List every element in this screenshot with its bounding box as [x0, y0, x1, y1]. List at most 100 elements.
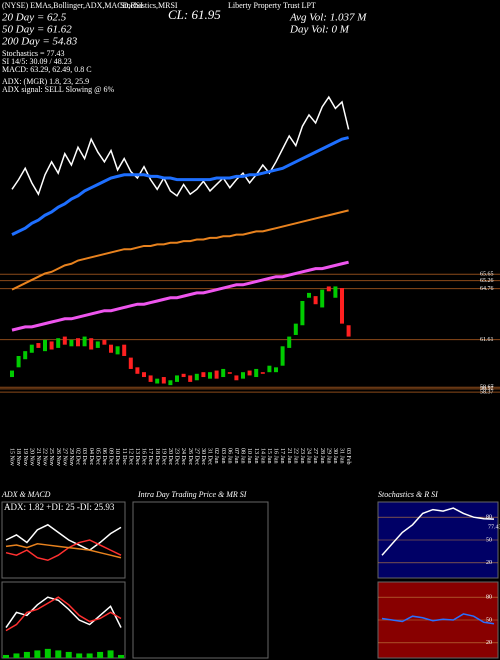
- candle: [95, 341, 100, 348]
- bar: [76, 653, 83, 658]
- indicator-line: [381, 507, 495, 556]
- x-tick-label: 15 Nov: [9, 448, 15, 466]
- x-tick-label: 22 Nov: [42, 448, 48, 466]
- x-tick-label: 31 Dec: [207, 448, 213, 465]
- candle: [333, 286, 338, 298]
- x-tick-label: 03 Jan: [220, 448, 226, 464]
- candle: [221, 368, 226, 378]
- candle: [102, 339, 107, 345]
- candle: [142, 372, 146, 378]
- panel-frame: [1, 501, 126, 579]
- chart-subtitle: CL: 61.95: [168, 7, 221, 22]
- annotation: ADX signal: SELL Slowing @ 6%: [2, 85, 115, 94]
- candle: [208, 372, 212, 379]
- bar: [107, 650, 114, 658]
- candle: [194, 373, 199, 381]
- candle: [181, 373, 186, 378]
- x-tick-label: 25 Nov: [48, 448, 54, 466]
- x-tick-label: 16 Jan: [273, 448, 279, 464]
- candle: [23, 351, 28, 360]
- x-tick-label: 12 Dec: [127, 448, 133, 465]
- y-tick-label: 20: [486, 640, 492, 646]
- x-tick-label: 18 Nov: [15, 448, 21, 466]
- candle: [43, 339, 47, 352]
- bar: [13, 653, 20, 658]
- y-tick-label: 58.67: [480, 385, 494, 391]
- x-tick-label: 13 Jan: [253, 448, 259, 464]
- indicator-line: [5, 523, 122, 552]
- y-tick-label: 58.37: [480, 389, 494, 395]
- x-tick-label: 06 Dec: [101, 448, 107, 465]
- candle: [168, 380, 173, 386]
- x-tick-label: 03 Feb: [345, 448, 351, 465]
- x-tick-label: 30 Dec: [200, 448, 206, 465]
- x-tick-label: 26 Nov: [55, 448, 61, 466]
- y-tick-label: 80: [486, 595, 492, 601]
- candle: [109, 344, 113, 353]
- x-tick-label: 29 Jan: [325, 448, 331, 464]
- bar: [86, 653, 93, 658]
- x-tick-label: 24 Dec: [180, 448, 186, 465]
- x-tick-label: 19 Nov: [22, 448, 28, 466]
- y-tick-label: 65.26: [480, 278, 494, 284]
- bar: [97, 651, 104, 658]
- x-tick-label: 10 Jan: [246, 448, 252, 464]
- candle: [293, 323, 298, 335]
- candle: [326, 286, 331, 292]
- candle: [214, 370, 219, 379]
- candle: [234, 375, 239, 381]
- x-tick-label: 18 Dec: [154, 448, 160, 465]
- x-tick-label: 03 Dec: [81, 448, 87, 465]
- candle: [49, 341, 54, 350]
- x-tick-label: 20 Dec: [167, 448, 173, 465]
- x-tick-label: 08 Jan: [240, 448, 246, 464]
- x-tick-label: 04 Dec: [88, 448, 94, 465]
- candle: [274, 367, 278, 373]
- annotation: 20 Day = 62.5: [2, 12, 67, 24]
- panel-subtitle: ADX: 1.82 +DI: 25 -DI: 25.93: [4, 502, 115, 512]
- bar: [34, 650, 41, 658]
- x-tick-label: 15 Jan: [266, 448, 272, 464]
- candle: [280, 346, 285, 366]
- candle: [115, 346, 120, 355]
- x-tick-label: 06 Jan: [226, 448, 232, 464]
- candle: [260, 372, 265, 374]
- candle: [267, 365, 272, 373]
- x-tick-label: 14 Jan: [259, 448, 265, 464]
- panel-frame: [132, 501, 269, 659]
- x-tick-label: 29 Nov: [68, 448, 74, 466]
- moving-average-line: [11, 260, 349, 332]
- x-tick-label: 17 Jan: [279, 448, 285, 464]
- candle: [175, 375, 179, 382]
- x-tick-label: 16 Dec: [141, 448, 147, 465]
- bar: [23, 651, 30, 658]
- candle: [56, 338, 61, 348]
- x-tick-label: 22 Jan: [292, 448, 298, 464]
- candle: [188, 375, 193, 382]
- candle: [76, 338, 80, 347]
- annotation: 50 Day = 61.62: [2, 24, 72, 36]
- bar: [118, 654, 124, 658]
- candle: [155, 378, 160, 384]
- bar: [65, 651, 72, 658]
- candle: [36, 343, 41, 348]
- candle: [320, 289, 325, 308]
- candle: [16, 356, 21, 368]
- candle: [89, 338, 94, 350]
- x-tick-label: 27 Jan: [312, 448, 318, 464]
- y-tick-label: 20: [486, 560, 492, 566]
- x-tick-label: 23 Jan: [299, 448, 305, 464]
- candle: [241, 372, 245, 379]
- x-tick-label: 19 Dec: [160, 448, 166, 465]
- x-tick-label: 27 Dec: [193, 448, 199, 465]
- x-tick-label: 26 Dec: [187, 448, 193, 465]
- x-tick-label: 11 Dec: [121, 448, 127, 465]
- candle: [135, 367, 140, 374]
- candle: [69, 339, 74, 347]
- bar: [44, 648, 51, 658]
- candle: [122, 344, 127, 356]
- candle: [148, 375, 153, 382]
- annotation: Avg Vol: 1.037 M: [289, 12, 367, 24]
- y-tick-label: 58.57: [480, 386, 494, 392]
- x-tick-label: 27 Nov: [61, 448, 67, 466]
